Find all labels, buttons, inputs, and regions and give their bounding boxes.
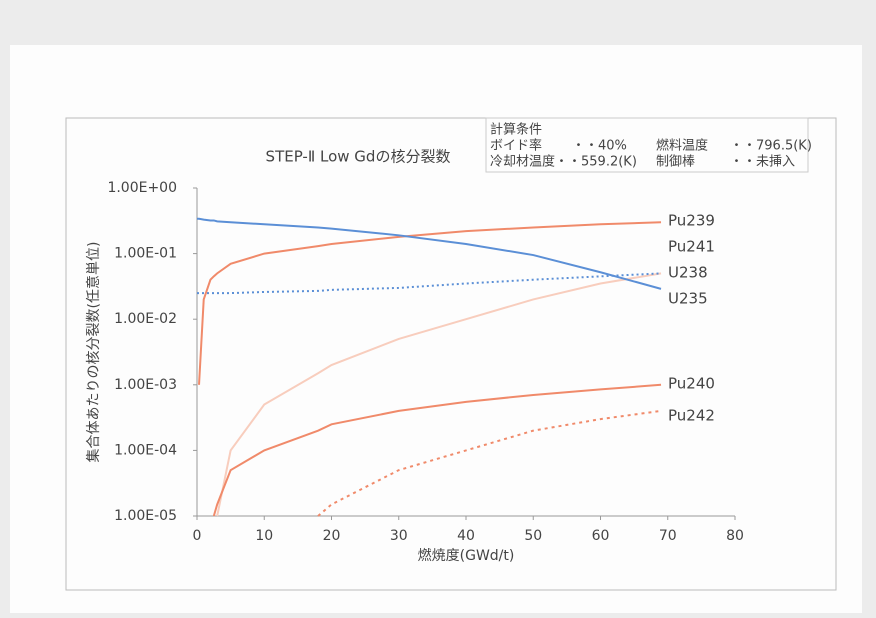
x-tick-label: 80 xyxy=(726,528,744,544)
y-tick-label: 1.00E+00 xyxy=(107,180,177,196)
series-label: Pu239 xyxy=(668,212,715,230)
x-tick-label: 20 xyxy=(323,528,341,544)
series-label: Pu242 xyxy=(668,407,715,425)
chart-title: STEP-Ⅱ Low Gdの核分裂数 xyxy=(266,148,451,166)
y-tick-label: 1.00E-02 xyxy=(114,311,177,327)
x-tick-label: 50 xyxy=(524,528,542,544)
annotation: 制御棒 xyxy=(656,155,695,170)
y-tick-label: 1.00E-01 xyxy=(114,246,177,262)
x-tick-label: 10 xyxy=(255,528,273,544)
annotation: ・・未挿入 xyxy=(730,155,795,170)
series-label: U235 xyxy=(668,290,708,308)
conditions-box xyxy=(485,117,809,173)
y-tick-label: 1.00E-04 xyxy=(114,442,177,458)
annotation: ・・796.5(K) xyxy=(730,139,812,154)
chart-frame xyxy=(65,117,837,591)
line xyxy=(216,272,662,517)
series-label: Pu241 xyxy=(668,238,715,256)
line xyxy=(197,217,662,290)
y-tick-label: 1.00E-05 xyxy=(114,508,177,524)
annotation: ・・40% xyxy=(572,139,627,154)
y-tick-label: 1.00E-03 xyxy=(114,377,177,393)
line xyxy=(212,383,662,517)
x-tick-label: 0 xyxy=(193,528,202,544)
x-tick-label: 40 xyxy=(457,528,475,544)
x-tick-label: 60 xyxy=(592,528,610,544)
annotation: 計算条件 xyxy=(490,122,542,138)
line xyxy=(198,221,662,385)
series-label: Pu240 xyxy=(668,375,715,393)
annotation: ボイド率 xyxy=(490,138,542,154)
y-axis-label: 集合体あたりの核分裂数(任意単位) xyxy=(85,242,102,463)
annotation: 冷却材温度・・559.2(K) xyxy=(490,154,637,170)
series-label: U238 xyxy=(668,264,708,282)
x-tick-label: 30 xyxy=(390,528,408,544)
x-tick-label: 70 xyxy=(659,528,677,544)
annotation: 燃料温度 xyxy=(656,138,708,154)
line xyxy=(317,409,662,517)
x-axis-label: 燃焼度(GWd/t) xyxy=(418,547,515,564)
